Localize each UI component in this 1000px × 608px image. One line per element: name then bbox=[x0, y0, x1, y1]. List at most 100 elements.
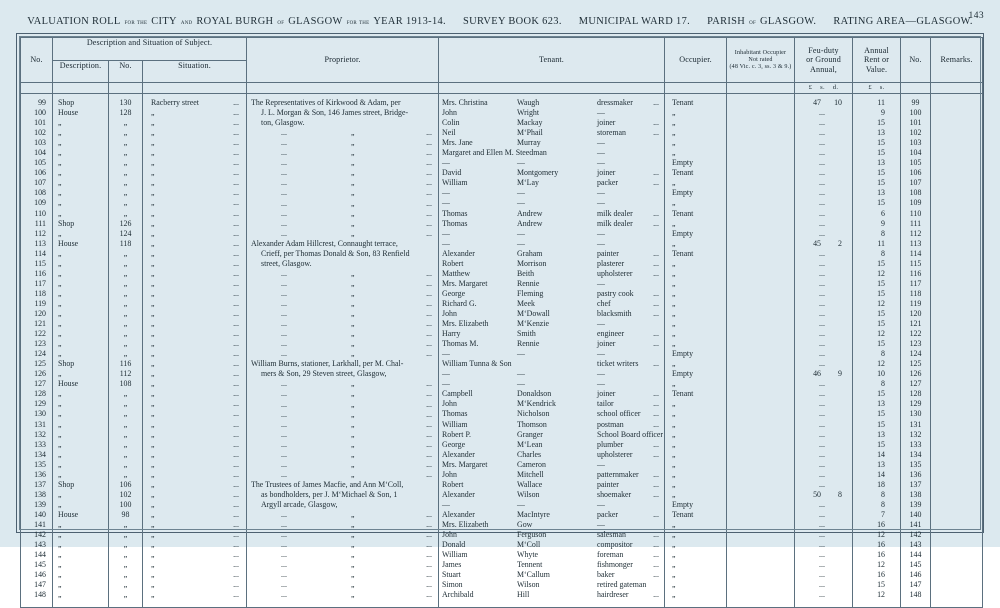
proprietor-dots-left: ... bbox=[281, 148, 287, 158]
feu-dots: ... bbox=[819, 128, 825, 138]
tenant-dots: ... bbox=[653, 439, 659, 449]
proprietor-line: Alexander Adam Hillcrest, Connaught terr… bbox=[251, 238, 398, 248]
proprietor-ditto: ... „... bbox=[247, 349, 438, 359]
column-annual-rent: 1109015101301510151013015101510130151065… bbox=[853, 94, 900, 600]
tenant-surname: Andrew bbox=[517, 208, 543, 218]
annual-shillings: 0 bbox=[893, 430, 900, 440]
row-no-right: 110 bbox=[909, 208, 922, 218]
col-header-inhabitant-occupier: Inhabitant Occupier Not rated (48 Vic. c… bbox=[726, 37, 795, 83]
row-no: 119 bbox=[34, 298, 46, 308]
row-no: 107 bbox=[34, 178, 46, 188]
tenant-dots: ... bbox=[653, 469, 659, 479]
row-no-right: 126 bbox=[909, 369, 922, 379]
proprietor-dots-left: ... bbox=[281, 580, 287, 590]
proprietor-dots-left: ... bbox=[281, 389, 287, 399]
feu-dots: ... bbox=[819, 319, 825, 329]
situation-text: „ bbox=[151, 138, 155, 148]
situation-text: „ bbox=[151, 369, 155, 379]
annual-shillings: 0 bbox=[893, 369, 900, 379]
row-description: „ bbox=[58, 298, 62, 308]
row-description: „ bbox=[58, 419, 62, 429]
annual-shillings: 0 bbox=[893, 460, 900, 470]
row-no-right: 132 bbox=[909, 429, 922, 439]
row-desc-no: „ bbox=[123, 248, 128, 258]
proprietor-ditto-mark: „ bbox=[351, 520, 355, 530]
row-desc-no: „ bbox=[123, 459, 128, 469]
row-occupier: Empty bbox=[672, 349, 694, 359]
row-no-right: 134 bbox=[909, 449, 922, 459]
situation-text: „ bbox=[151, 499, 155, 509]
row-no-right: 148 bbox=[909, 590, 922, 600]
row-no: 137 bbox=[34, 479, 46, 489]
proprietor-dots-right: ... bbox=[426, 409, 432, 419]
situation-text: „ bbox=[151, 238, 155, 248]
row-desc-no: „ bbox=[123, 178, 128, 188]
proprietor-ditto: ... „... bbox=[247, 309, 438, 319]
situation-dots: ... bbox=[233, 399, 239, 409]
situation-dots: ... bbox=[233, 519, 239, 529]
masthead-of: of bbox=[277, 17, 285, 26]
proprietor-dots-left: ... bbox=[281, 459, 287, 469]
tenant-occupation: hairdreser bbox=[597, 590, 629, 600]
row-situation: „... bbox=[151, 389, 246, 399]
proprietor-dots-left: ... bbox=[281, 439, 287, 449]
row-tenant: Stuart M‘Callum baker... bbox=[441, 570, 664, 580]
situation-dots: ... bbox=[233, 308, 239, 318]
row-desc-no: „ bbox=[123, 550, 128, 560]
tenant-forename: — bbox=[442, 198, 450, 208]
row-annual-rent: 13 0 bbox=[853, 460, 900, 470]
situation-dots: ... bbox=[233, 339, 239, 349]
column-desc-no: 130 128 „ „ „ „ „ „ „ „ „ „ 126 124 118 „ „ „ „ „ „ „ „ „ „ „ 116 1… bbox=[109, 94, 142, 600]
situation-dots: ... bbox=[233, 138, 239, 148]
proprietor-dots-left: ... bbox=[281, 510, 287, 520]
proprietor-dots-right: ... bbox=[426, 188, 432, 198]
situation-dots: ... bbox=[233, 359, 239, 369]
situation-text: „ bbox=[151, 469, 155, 479]
proprietor-dots-right: ... bbox=[426, 158, 432, 168]
row-tenant: David Montgomery joiner... bbox=[441, 168, 664, 178]
row-tenant: Mrs. Elizabeth M‘Kenzie — bbox=[441, 319, 664, 329]
tenant-forename: Donald bbox=[442, 540, 466, 550]
feu-dots: ... bbox=[819, 540, 825, 550]
tenant-surname: Andrew bbox=[517, 218, 543, 228]
row-no: 139 bbox=[34, 499, 46, 509]
proprietor-ditto-mark: „ bbox=[351, 228, 355, 238]
situation-text: „ bbox=[151, 128, 155, 138]
annual-pounds: 9 bbox=[881, 218, 885, 228]
row-annual-rent: 12 0 bbox=[853, 359, 900, 369]
situation-dots: ... bbox=[233, 449, 239, 459]
situation-text: „ bbox=[151, 519, 155, 529]
situation-text: „ bbox=[151, 218, 155, 228]
row-description: „ bbox=[58, 168, 62, 178]
feu-dots: ... bbox=[819, 580, 825, 590]
tenant-occupation: — bbox=[597, 379, 605, 389]
row-feu-duty: ... bbox=[795, 520, 852, 530]
situation-text: „ bbox=[151, 439, 155, 449]
row-situation: „... bbox=[151, 409, 246, 419]
row-situation: „... bbox=[151, 480, 246, 490]
tenant-dots: ... bbox=[653, 218, 659, 228]
row-desc-no: „ bbox=[123, 419, 128, 429]
page-number: 143 bbox=[968, 11, 984, 21]
row-occupier: Tenant bbox=[672, 98, 694, 107]
tenant-forename: — bbox=[442, 238, 450, 248]
proprietor-entry: Alexander Adam Hillcrest, Connaught terr… bbox=[251, 239, 434, 269]
proprietor-ditto-mark: „ bbox=[351, 540, 355, 550]
row-annual-rent: 16 0 bbox=[853, 520, 900, 530]
row-situation: „... bbox=[151, 570, 246, 580]
row-tenant: Thomas M. Rennie joiner... bbox=[441, 339, 664, 349]
tenant-dots: ... bbox=[653, 509, 659, 519]
tenant-forename: Margaret and Ellen M. Steedman bbox=[442, 148, 547, 158]
row-feu-duty: ... bbox=[795, 188, 852, 198]
row-description: „ bbox=[58, 278, 62, 288]
row-tenant: John Mitchell patternmaker... bbox=[441, 470, 664, 480]
row-no-right: 123 bbox=[909, 339, 922, 349]
proprietor-ditto: ... „... bbox=[247, 379, 438, 389]
proprietor-dots-left: ... bbox=[281, 198, 287, 208]
row-no-right: 139 bbox=[909, 499, 922, 509]
row-situation: „... bbox=[151, 420, 246, 430]
row-description: „ bbox=[58, 399, 62, 409]
tenant-surname: — bbox=[517, 228, 525, 238]
annual-pounds: 15 bbox=[877, 439, 885, 449]
feu-dots: ... bbox=[819, 359, 825, 369]
